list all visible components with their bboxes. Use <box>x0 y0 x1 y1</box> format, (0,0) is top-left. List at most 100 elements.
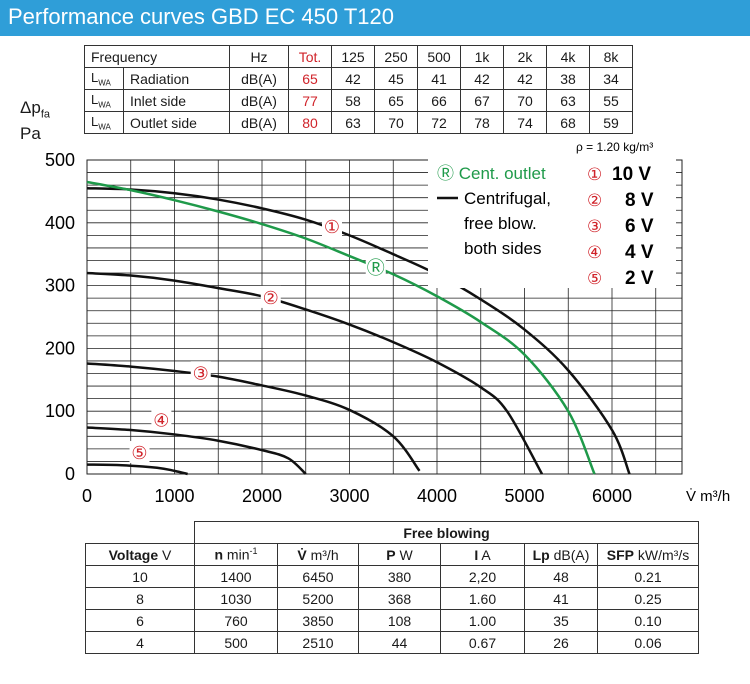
page-title: Performance curves GBD EC 450 T120 <box>8 4 394 29</box>
spec-tot: 65 <box>288 67 332 90</box>
legend-centrifugal-1: Centrifugal, <box>464 189 551 208</box>
fb-header-voltage: Voltage V <box>85 543 195 566</box>
spec-value: 78 <box>460 111 504 134</box>
spec-row-inlet: LWA Inlet side dB(A) 77 58 65 66 67 70 6… <box>84 89 633 112</box>
y-tick-label: 100 <box>45 401 75 421</box>
spec-value: 42 <box>503 67 547 90</box>
x-tick-label: 0 <box>82 486 92 506</box>
spec-value: 42 <box>331 67 375 90</box>
y-axis-label: Δpfa Pa <box>20 98 50 144</box>
fb-cell: 8 <box>85 587 195 610</box>
spec-value: 70 <box>374 111 418 134</box>
spec-header-250: 250 <box>374 45 418 68</box>
spec-tot: 77 <box>288 89 332 112</box>
spec-value: 63 <box>331 111 375 134</box>
chart-frame <box>86 159 683 475</box>
legend-label-6v: 6 V <box>625 216 654 237</box>
spec-header-500: 500 <box>417 45 461 68</box>
spec-header-frequency: Frequency <box>84 45 230 68</box>
fb-header-sfp: SFP kW/m³/s <box>597 543 699 566</box>
y-tick-label: 200 <box>45 338 75 358</box>
legend-label-8v: 8 V <box>625 190 654 211</box>
fb-header-lp: Lp dB(A) <box>524 543 598 566</box>
x-tick-label: 6000 <box>592 486 632 506</box>
title-bar: Performance curves GBD EC 450 T120 <box>0 0 750 36</box>
x-tick-label: 3000 <box>329 486 369 506</box>
fb-header-power: P W <box>358 543 441 566</box>
lwa-symbol: LWA <box>84 89 124 112</box>
curve-marker-bg <box>260 285 281 308</box>
fb-cell: 1400 <box>194 565 278 588</box>
chart-legend: Ⓡ Cent. outlet Centrifugal, free blow. b… <box>428 158 676 289</box>
spec-row-label: Radiation <box>123 67 230 90</box>
legend-label-2v: 2 V <box>625 268 654 289</box>
spec-row-label: Outlet side <box>123 111 230 134</box>
spec-header-2k: 2k <box>503 45 547 68</box>
fb-cell: 108 <box>358 609 441 632</box>
spec-unit: dB(A) <box>229 111 289 134</box>
legend-marker-4v: ④ <box>587 243 602 263</box>
spec-value: 41 <box>417 67 461 90</box>
spec-header-1k: 1k <box>460 45 504 68</box>
free-blowing-table: Free blowing Voltage V n min-1 V̇ m³/h P… <box>85 521 699 654</box>
fb-cell: 1.60 <box>440 587 525 610</box>
legend-marker-2v: ⑤ <box>587 269 602 289</box>
spec-value: 72 <box>417 111 461 134</box>
legend-centrifugal-3: both sides <box>464 239 542 258</box>
curve-marker-label: ⑤ <box>131 443 147 464</box>
curve-series-6 <box>86 180 596 475</box>
curve-series-1 <box>86 187 631 475</box>
fb-row-10v: 10 1400 6450 380 2,20 48 0.21 <box>85 565 699 588</box>
x-tick-label: 2000 <box>242 486 282 506</box>
fb-cell: 1030 <box>194 587 278 610</box>
curve-marker-label: ② <box>263 288 279 309</box>
legend-label-10v: 10 V <box>612 164 651 185</box>
curve-series-3 <box>86 362 421 472</box>
fb-cell: 5200 <box>277 587 359 610</box>
legend-cent-outlet: Ⓡ Cent. outlet <box>437 164 546 183</box>
fb-cell: 380 <box>358 565 441 588</box>
legend-marker-6v: ③ <box>587 217 602 237</box>
fb-cell: 0.10 <box>597 609 699 632</box>
spec-row-outlet: LWA Outlet side dB(A) 80 63 70 72 78 74 … <box>84 111 633 134</box>
spec-value: 63 <box>546 89 590 112</box>
fb-header-flow: V̇ m³/h <box>277 543 359 566</box>
spec-value: 65 <box>374 89 418 112</box>
curve-marker-bg <box>129 441 150 464</box>
legend-marker-8v: ② <box>587 191 602 211</box>
spec-header-4k: 4k <box>546 45 590 68</box>
y-tick-label: 300 <box>45 276 75 296</box>
fb-cell: 6450 <box>277 565 359 588</box>
fb-cell: 48 <box>524 565 598 588</box>
lwa-symbol: LWA <box>84 111 124 134</box>
spec-value: 70 <box>503 89 547 112</box>
fb-header-current: I A <box>440 543 525 566</box>
y-tick-label: 0 <box>65 464 75 484</box>
fb-cell: 0.21 <box>597 565 699 588</box>
y-tick-label: 500 <box>45 150 75 170</box>
spec-value: 38 <box>546 67 590 90</box>
spec-value: 59 <box>589 111 633 134</box>
fb-cell: 10 <box>85 565 195 588</box>
spec-tot: 80 <box>288 111 332 134</box>
curve-marker-bg <box>365 255 386 278</box>
spec-value: 45 <box>374 67 418 90</box>
spec-unit: dB(A) <box>229 67 289 90</box>
density-note: ρ = 1.20 kg/m³ <box>576 140 653 154</box>
curve-marker-label: ① <box>324 217 340 238</box>
legend-marker-10v: ① <box>587 165 602 185</box>
curve-series-5 <box>86 463 188 476</box>
x-tick-label: 4000 <box>417 486 457 506</box>
curve-series-2 <box>86 271 544 475</box>
fb-row-6v: 6 760 3850 108 1.00 35 0.10 <box>85 609 699 632</box>
lwa-symbol: LWA <box>84 67 124 90</box>
spec-value: 66 <box>417 89 461 112</box>
curve-series-4 <box>86 426 307 475</box>
spec-header-8k: 8k <box>589 45 633 68</box>
x-tick-label: 5000 <box>504 486 544 506</box>
fb-cell: 0.06 <box>597 631 699 654</box>
spec-unit: dB(A) <box>229 89 289 112</box>
curve-marker-bg <box>322 214 342 237</box>
spec-header-tot: Tot. <box>288 45 332 68</box>
